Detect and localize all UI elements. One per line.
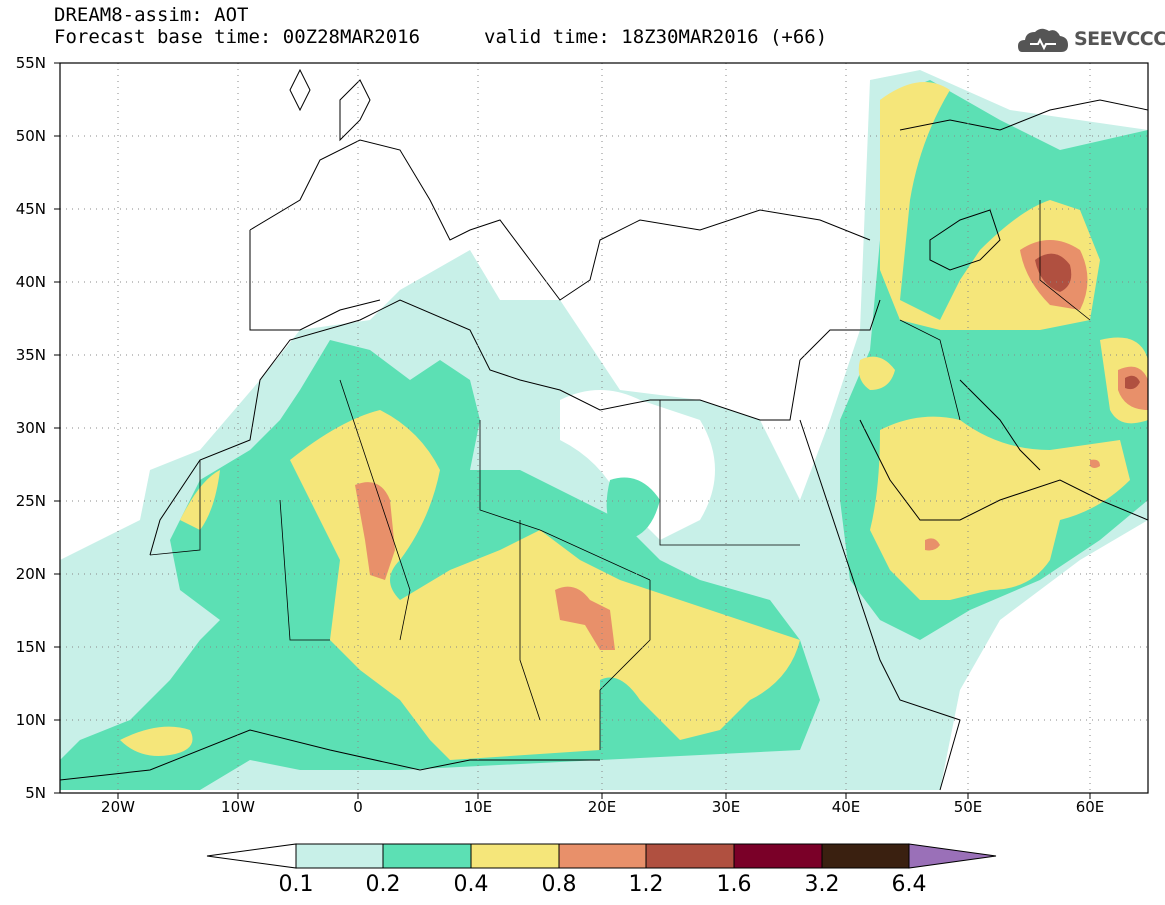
forecast-base-time: Forecast base time: 00Z28MAR2016 — [54, 26, 421, 48]
logo-text: SEEVCCC — [1074, 28, 1165, 50]
lat-label: 15N — [15, 638, 46, 656]
lat-label: 30N — [15, 419, 46, 437]
colorbar-label: 1.6 — [716, 872, 752, 897]
lon-label: 10W — [221, 798, 255, 816]
graticule — [60, 63, 1148, 793]
map-title: DREAM8-assim: AOT — [54, 4, 249, 26]
lon-label: 20E — [587, 798, 617, 816]
colorbar-label: 0.4 — [453, 872, 489, 897]
lat-label: 50N — [15, 127, 46, 145]
lat-label: 20N — [15, 565, 46, 583]
colorbar-label: 6.4 — [891, 872, 927, 897]
axis-ticks — [54, 62, 1091, 799]
lat-label: 45N — [15, 200, 46, 218]
coastlines — [60, 68, 1148, 791]
lat-label: 55N — [15, 54, 46, 72]
colorbar-label: 3.2 — [804, 872, 840, 897]
colorbar-label: 1.2 — [628, 872, 664, 897]
lat-label: 25N — [15, 492, 46, 510]
lon-label: 0 — [353, 798, 363, 816]
lon-label: 60E — [1075, 798, 1105, 816]
lon-label: 50E — [953, 798, 983, 816]
lat-label: 40N — [15, 273, 46, 291]
colorbar — [206, 843, 997, 869]
lon-label: 40E — [831, 798, 861, 816]
colorbar-label: 0.1 — [278, 872, 314, 897]
colorbar-label: 0.8 — [541, 872, 577, 897]
lat-label: 35N — [15, 346, 46, 364]
cloud-logo-icon — [1018, 28, 1068, 52]
lat-label: 5N — [25, 784, 46, 802]
lon-label: 20W — [101, 798, 135, 816]
valid-time: valid time: 18Z30MAR2016 (+66) — [484, 26, 828, 48]
aot-field — [60, 63, 1148, 793]
lat-label: 10N — [15, 711, 46, 729]
colorbar-label: 0.2 — [365, 872, 401, 897]
lon-label: 10E — [463, 798, 493, 816]
lon-label: 30E — [711, 798, 741, 816]
